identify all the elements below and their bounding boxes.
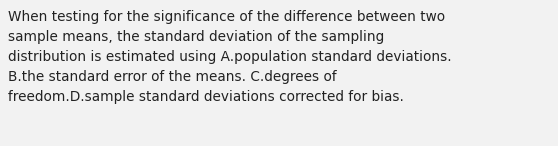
Text: When testing for the significance of the difference between two
sample means, th: When testing for the significance of the… (8, 10, 451, 104)
